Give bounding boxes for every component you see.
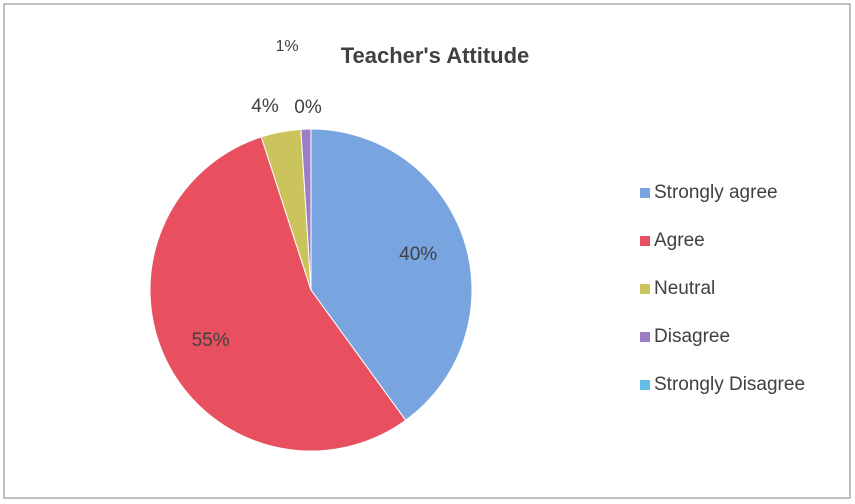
legend-swatch	[640, 284, 650, 294]
data-label: 40%	[399, 244, 437, 265]
legend-label: Agree	[654, 230, 705, 251]
data-label: 55%	[192, 330, 230, 351]
pie-slice	[149, 136, 407, 452]
data-label: 0%	[294, 97, 322, 118]
data-label: 4%	[251, 96, 279, 117]
pie-slice	[310, 128, 473, 421]
legend-label: Strongly agree	[654, 182, 778, 203]
legend-label: Neutral	[654, 278, 715, 299]
legend-swatch	[640, 188, 650, 198]
legend-swatch	[640, 380, 650, 390]
chart-title: Teacher's Attitude	[341, 43, 530, 68]
legend-swatch	[640, 332, 650, 342]
data-label: 1%	[275, 38, 298, 55]
legend-swatch	[640, 236, 650, 246]
legend-label: Disagree	[654, 326, 730, 347]
legend-label: Strongly Disagree	[654, 374, 805, 395]
